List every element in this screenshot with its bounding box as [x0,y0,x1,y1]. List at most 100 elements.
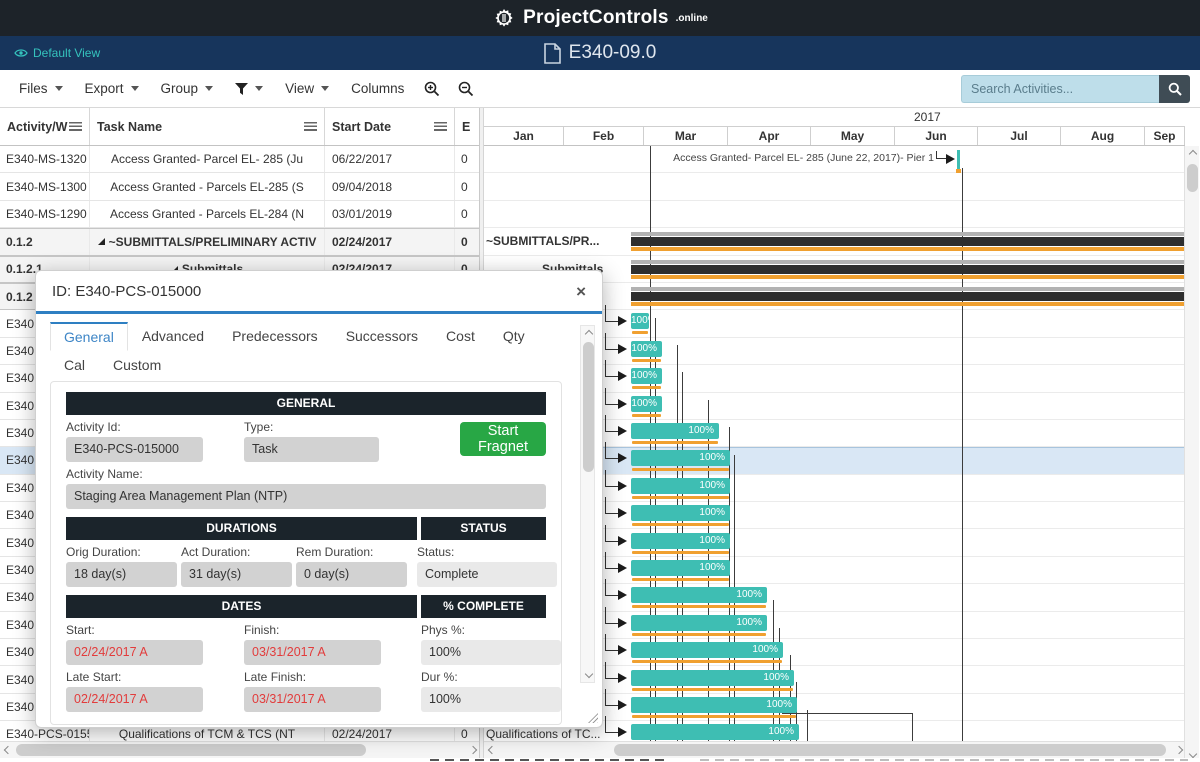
tab-advanced[interactable]: Advanced [128,322,218,351]
tab-cal[interactable]: Cal [50,351,99,379]
phys-pct-input[interactable]: 100% [421,640,561,665]
tab-cost[interactable]: Cost [432,322,489,351]
search-button[interactable] [1159,75,1190,103]
modal-scrollbar[interactable] [580,325,595,683]
task-bar[interactable]: 100% [631,697,797,719]
rem-duration-input[interactable]: 0 day(s) [296,562,407,587]
gantt-horizontal-scrollbar[interactable] [484,741,1185,758]
connector-line [605,662,606,679]
scroll-left-icon[interactable] [3,746,11,754]
task-bar[interactable]: 100% [631,724,799,741]
filter-menu[interactable] [226,77,272,101]
expander-icon[interactable] [98,238,105,245]
app-window: ProjectControls .online Default View E34… [0,0,1200,762]
scroll-up-icon[interactable] [584,330,592,338]
task-bar[interactable]: 100% [631,642,783,664]
tab-qty[interactable]: Qty [489,322,539,351]
column-header-task[interactable]: Task Name [90,108,325,145]
column-menu-icon[interactable] [304,122,317,131]
task-bar[interactable]: 100% [631,670,794,692]
table-row[interactable]: E340-MS-1320Access Granted- Parcel EL- 2… [0,146,479,173]
scroll-up-icon[interactable] [1188,150,1196,158]
activity-id-input[interactable]: E340-PCS-015000 [66,437,203,462]
top-brand-bar: ProjectControls .online [0,0,1200,36]
default-view-link[interactable]: Default View [14,36,100,70]
summary-bar[interactable] [631,260,1185,279]
close-icon[interactable]: × [576,283,586,300]
grid-header: Activity/W Task Name Start Date E [0,108,479,146]
task-bar[interactable]: 100% [631,560,730,582]
task-bar[interactable]: 100% [631,341,662,363]
summary-bar[interactable] [631,232,1185,251]
gantt-vertical-scrollbar[interactable] [1184,146,1199,762]
tab-predecessors[interactable]: Predecessors [218,322,332,351]
summary-bar[interactable] [631,287,1185,306]
connector-line [605,552,606,569]
task-bar[interactable]: 100% [631,313,649,335]
orig-duration-input[interactable]: 18 day(s) [66,562,177,587]
files-menu[interactable]: Files [10,75,72,102]
task-bar[interactable]: 100% [631,478,730,500]
type-input[interactable]: Task [244,437,379,462]
zoom-in-icon[interactable] [417,76,447,102]
scroll-right-icon[interactable] [1174,746,1182,754]
search-input[interactable] [961,75,1159,103]
gantt-row[interactable] [484,201,1185,228]
gantt-row[interactable] [484,173,1185,200]
task-bar[interactable]: 100% [631,533,730,555]
late-start-input[interactable]: 02/24/2017 A [66,687,203,712]
scrollbar-thumb[interactable] [1187,164,1198,192]
task-bar[interactable]: 100% [631,423,719,445]
finish-input[interactable]: 03/31/2017 A [244,640,381,665]
tab-general[interactable]: General [50,322,128,351]
task-bar[interactable]: 100% [631,368,662,390]
task-bar[interactable]: 100% [631,396,662,418]
search-icon [1168,82,1182,96]
view-menu[interactable]: View [276,75,338,102]
tab-custom[interactable]: Custom [99,351,175,379]
milestone-marker[interactable] [957,150,960,169]
table-row[interactable]: 0.1.2~SUBMITTALS/PRELIMINARY ACTIV02/24/… [0,228,479,255]
column-header-start[interactable]: Start Date [325,108,455,145]
timeline-month: Jan [484,127,564,145]
scrollbar-thumb[interactable] [16,744,366,756]
export-menu[interactable]: Export [76,75,148,102]
group-menu[interactable]: Group [152,75,223,102]
task-bar[interactable]: 100% [631,615,767,637]
dur-pct-input[interactable]: 100% [421,687,561,712]
start-input[interactable]: 02/24/2017 A [66,640,203,665]
task-bar[interactable]: 100% [631,505,730,527]
connector-line [605,732,619,733]
scrollbar-thumb[interactable] [614,744,1166,756]
status-input[interactable]: Complete [417,562,557,587]
table-row[interactable]: E340-MS-1300Access Granted - Parcels EL-… [0,173,479,200]
start-field: Start: 02/24/2017 A [66,618,244,665]
column-menu-icon[interactable] [69,122,82,131]
table-row[interactable]: E340-MS-1290Access Granted - Parcels EL-… [0,201,479,228]
scrollbar-thumb[interactable] [583,342,594,472]
connector-arrow-icon [946,154,955,164]
act-duration-input[interactable]: 31 day(s) [181,562,292,587]
scroll-down-icon[interactable] [1188,750,1196,758]
filter-funnel-icon [235,83,248,95]
activity-name-input[interactable]: Staging Area Management Plan (NTP) [66,484,546,509]
resize-grip[interactable] [588,713,598,723]
columns-menu[interactable]: Columns [342,75,413,102]
column-header-end[interactable]: E [455,108,479,145]
zoom-out-icon[interactable] [451,76,481,102]
activity-id-cell: E340-MS-1320 [0,146,90,172]
tab-successors[interactable]: Successors [332,322,432,351]
start-fragnet-button[interactable]: Start Fragnet [460,422,546,456]
scroll-down-icon[interactable] [584,670,592,678]
activity-id-cell: E340-MS-1300 [0,173,90,199]
task-bar[interactable]: 100% [631,450,730,472]
activity-id-field: Activity Id: E340-PCS-015000 [66,415,244,462]
late-finish-input[interactable]: 03/31/2017 A [244,687,381,712]
task-name-cell: Access Granted- Parcel EL- 285 (Ju [90,146,325,172]
column-header-activity[interactable]: Activity/W [0,108,90,145]
scroll-right-icon[interactable] [468,746,476,754]
grid-horizontal-scrollbar[interactable] [0,741,479,758]
column-menu-icon[interactable] [434,122,447,131]
scroll-left-icon[interactable] [487,746,495,754]
task-bar[interactable]: 100% [631,587,767,609]
